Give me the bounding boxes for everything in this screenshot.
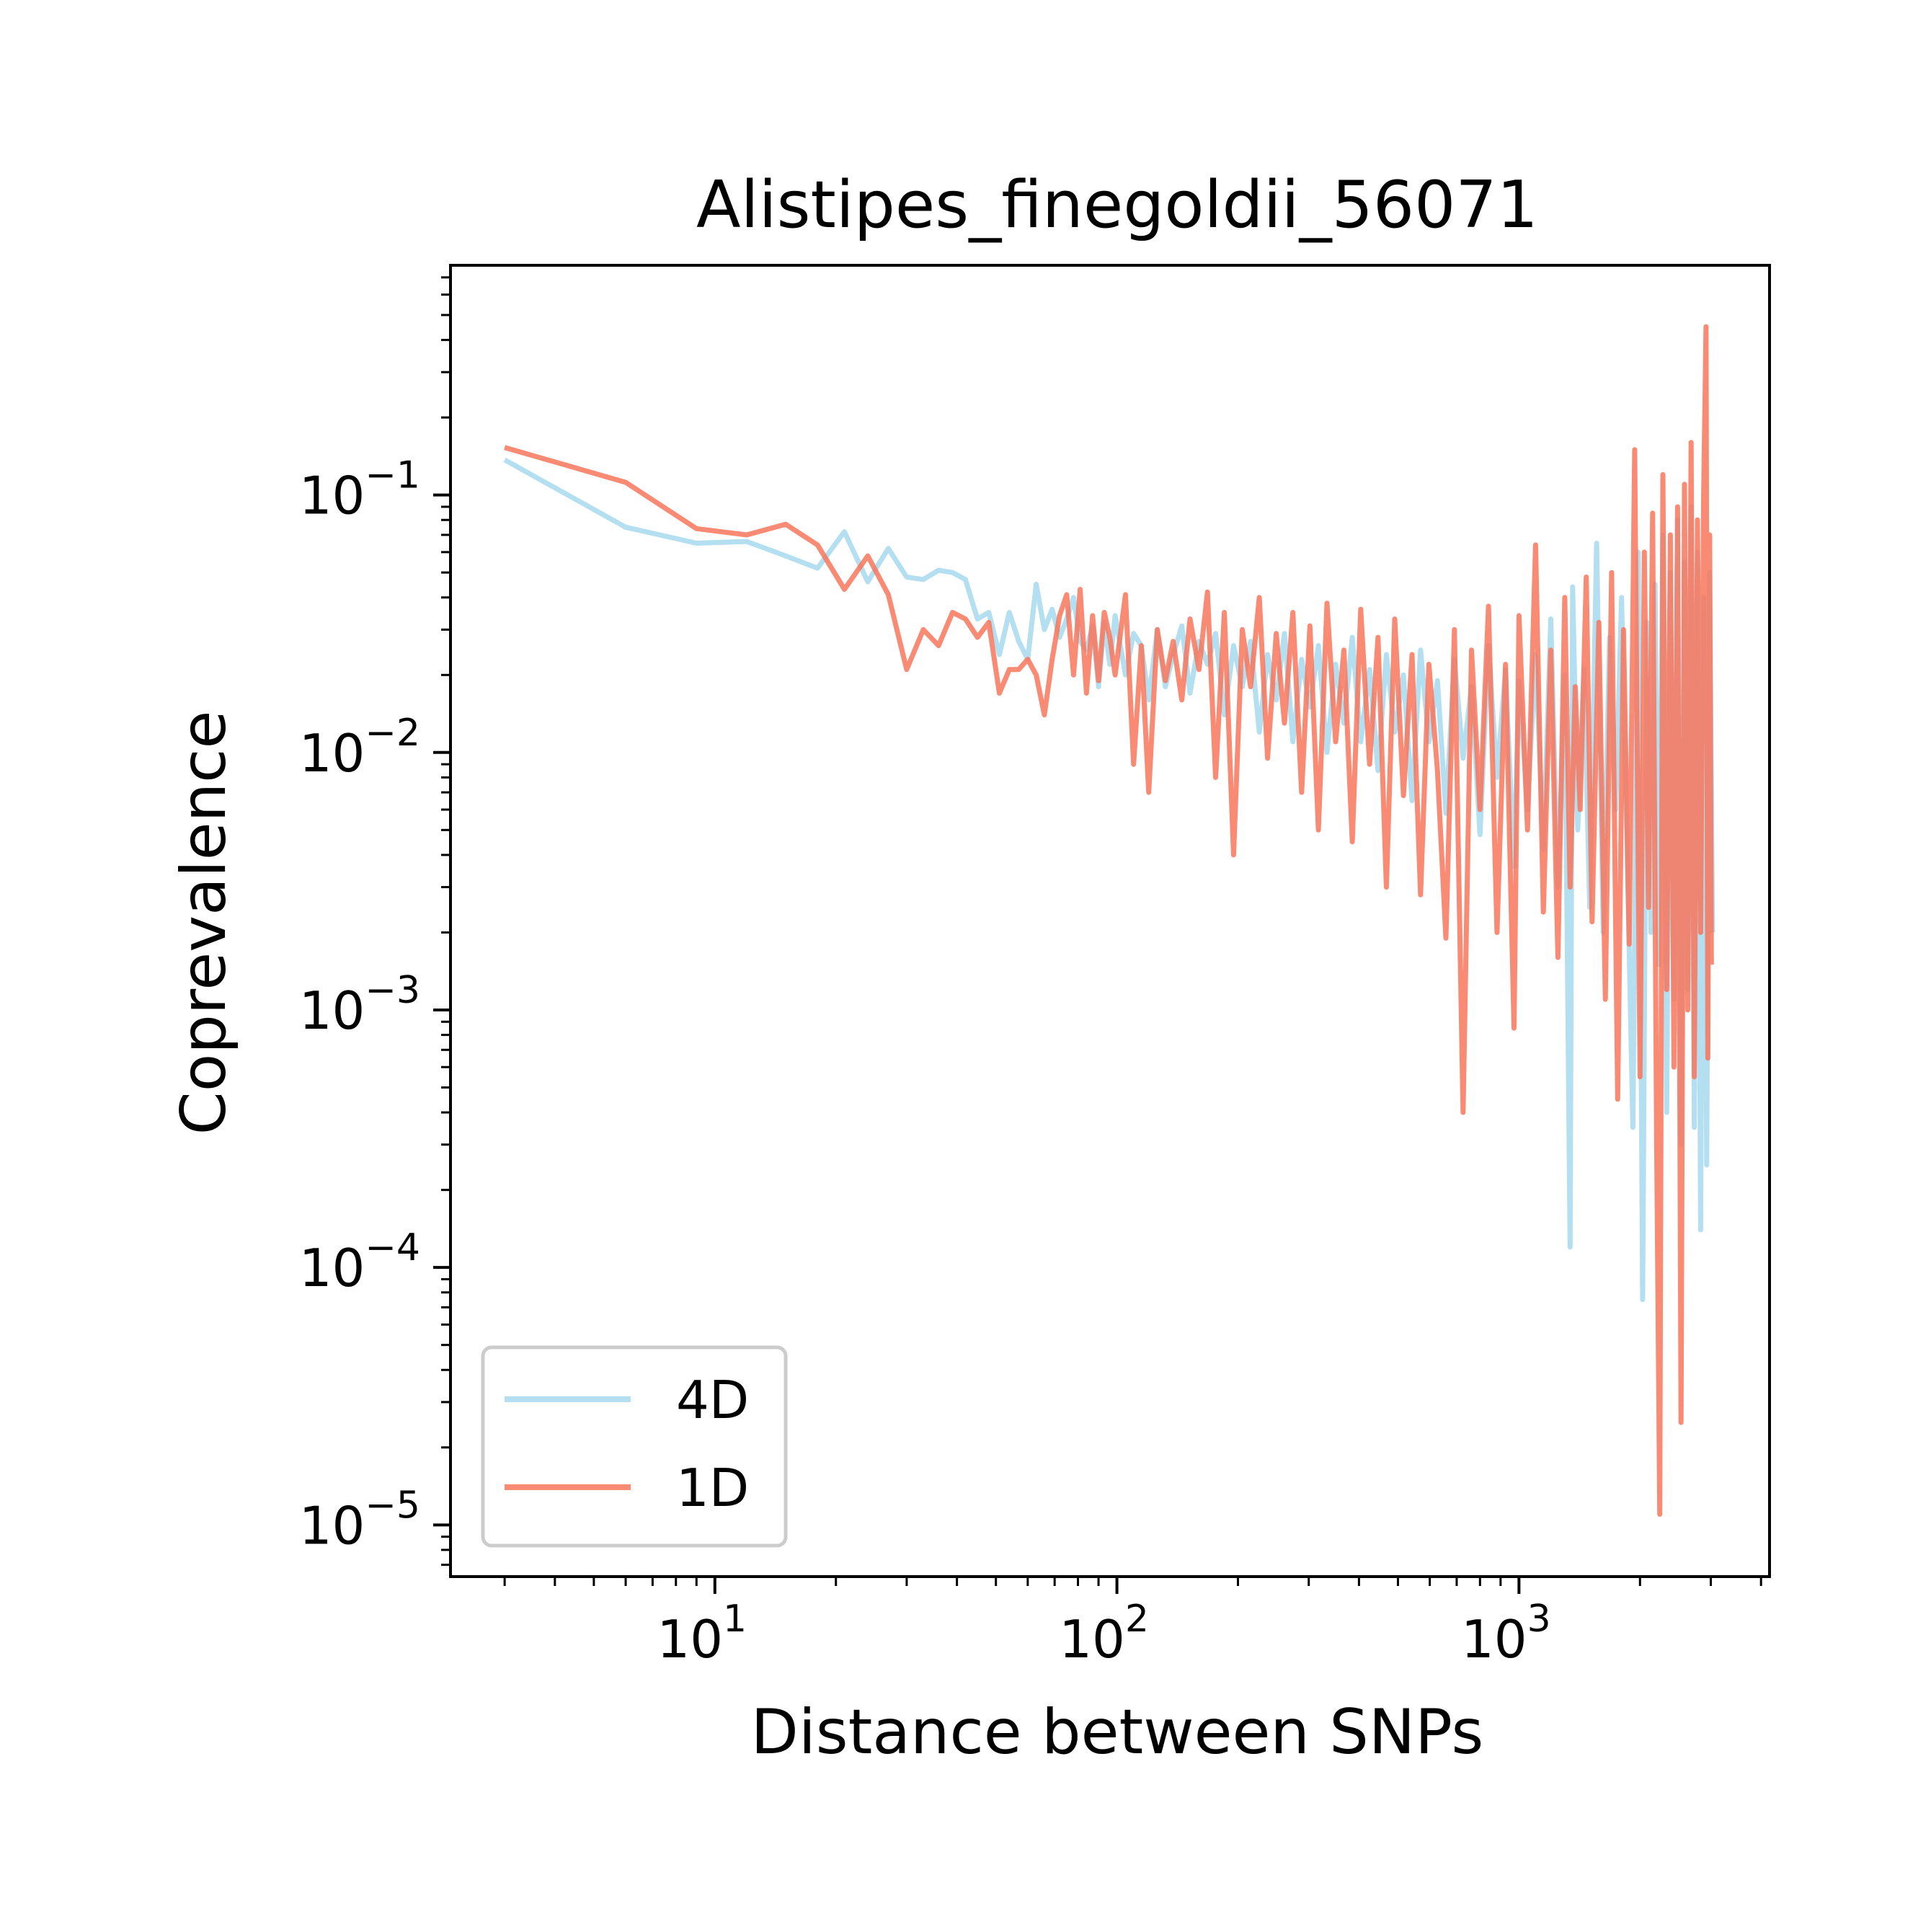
plot-frame	[449, 264, 1771, 1578]
axis-layer: 101 102 103 10−1 10−2 10−3 10−4 10−5	[299, 276, 1762, 1670]
series-layer	[503, 324, 1715, 1517]
chart-title: Alistipes_finegoldii_56071	[696, 167, 1538, 243]
y-tick-label: 10−5	[299, 1484, 420, 1556]
legend-label-1d: 1D	[676, 1458, 749, 1518]
series-line-4d	[503, 457, 1715, 1303]
series-line-1d	[504, 324, 1714, 1517]
x-tick-label: 102	[1059, 1598, 1149, 1670]
y-tick-label: 10−3	[299, 969, 420, 1041]
y-tick-label: 10−4	[299, 1226, 420, 1298]
y-tick-label: 10−1	[299, 454, 420, 526]
x-tick-label: 101	[657, 1598, 747, 1670]
y-tick-label: 10−2	[299, 712, 420, 784]
y-axis-label: Coprevalence	[168, 711, 240, 1135]
x-tick-label: 103	[1461, 1598, 1551, 1670]
x-axis-label: Distance between SNPs	[751, 1696, 1484, 1768]
legend-label-4d: 4D	[676, 1370, 749, 1430]
